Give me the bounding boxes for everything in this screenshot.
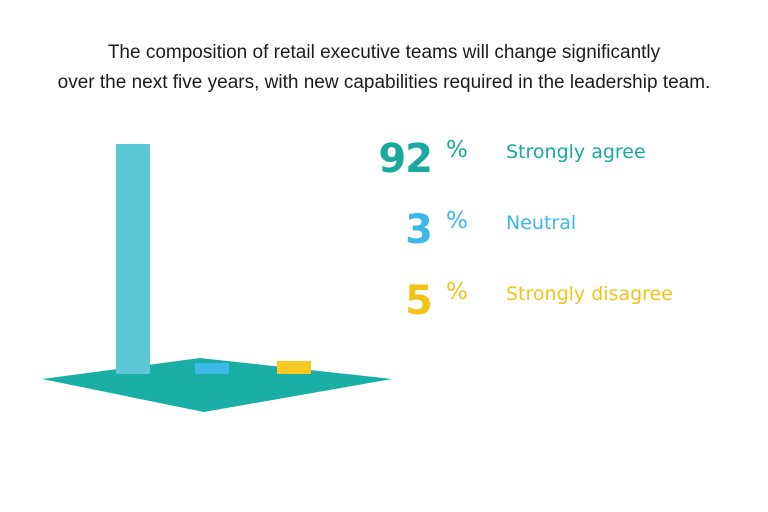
title-line-2: over the next five years, with new capab… bbox=[57, 72, 711, 93]
title-line-1: The composition of retail executive team… bbox=[107, 42, 661, 63]
stat-unit-strongly-agree: % bbox=[446, 137, 468, 163]
stat-value-strongly-agree: 92 bbox=[378, 136, 433, 182]
stat-neutral: 3 % Neutral bbox=[360, 204, 760, 256]
stat-label-strongly-disagree: Strongly disagree bbox=[506, 283, 673, 305]
bar-neutral bbox=[195, 363, 229, 374]
stat-strongly-agree: 92 % Strongly agree bbox=[360, 133, 760, 185]
chart-title: The composition of retail executive team… bbox=[0, 38, 768, 98]
bars-group bbox=[116, 144, 311, 374]
stat-unit-strongly-disagree: % bbox=[446, 279, 468, 305]
bar-strongly-disagree bbox=[277, 361, 311, 374]
stat-unit-neutral: % bbox=[446, 208, 468, 234]
stat-label-strongly-agree: Strongly agree bbox=[506, 141, 646, 163]
stat-strongly-disagree: 5 % Strongly disagree bbox=[360, 275, 760, 327]
stat-value-strongly-disagree: 5 bbox=[405, 278, 433, 324]
bar-strongly-agree bbox=[116, 144, 150, 374]
stat-value-neutral: 3 bbox=[405, 207, 433, 253]
stat-label-neutral: Neutral bbox=[506, 212, 577, 234]
